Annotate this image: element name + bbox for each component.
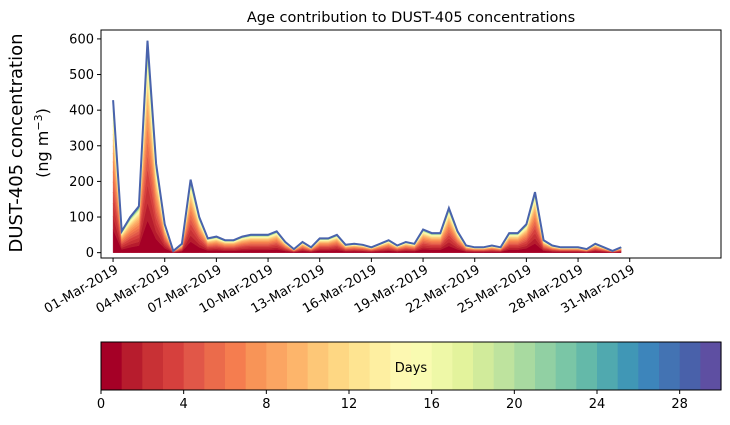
colorbar-swatch — [369, 342, 391, 390]
y-tick-label: 0 — [86, 246, 94, 261]
colorbar-frame — [100, 341, 722, 391]
colorbar-tick-label: 12 — [341, 397, 358, 412]
colorbar-swatch — [349, 342, 371, 390]
stacked-areas — [112, 40, 622, 253]
colorbar-tick-label: 0 — [97, 397, 105, 412]
colorbar-swatch — [473, 342, 495, 390]
y-tick-label: 600 — [69, 32, 94, 47]
colorbar-label: Days — [395, 361, 428, 376]
y-axis-label-exponent: −3 — [32, 114, 45, 130]
colorbar — [101, 342, 722, 390]
colorbar-tick-label: 28 — [671, 397, 688, 412]
colorbar-tick-label: 8 — [262, 397, 270, 412]
y-axis-label-unit: (ng m — [33, 131, 52, 178]
colorbar-swatch — [183, 342, 205, 390]
colorbar-swatch — [225, 342, 247, 390]
colorbar-swatch — [576, 342, 598, 390]
colorbar-swatch — [101, 342, 123, 390]
colorbar-axis: 0 4 8 12 16 20 24 28 — [97, 390, 688, 412]
colorbar-tick-label: 24 — [589, 397, 606, 412]
y-axis-label-close: ) — [33, 108, 52, 114]
colorbar-tick-label: 20 — [506, 397, 523, 412]
colorbar-swatch — [514, 342, 536, 390]
colorbar-swatch — [266, 342, 288, 390]
colorbar-swatch — [287, 342, 309, 390]
y-axis: 0 100 200 300 400 500 600 — [69, 32, 101, 261]
y-tick-label: 500 — [69, 68, 94, 83]
colorbar-swatch — [245, 342, 267, 390]
colorbar-swatch — [597, 342, 619, 390]
colorbar-swatch — [204, 342, 226, 390]
total-outline-line — [112, 40, 622, 253]
colorbar-tick-label: 4 — [180, 397, 188, 412]
colorbar-swatch — [700, 342, 722, 390]
colorbar-swatch — [307, 342, 329, 390]
colorbar-swatch — [411, 342, 433, 390]
colorbar-swatch — [555, 342, 577, 390]
x-axis: 01-Mar-201904-Mar-201907-Mar-201910-Mar-… — [42, 258, 638, 317]
colorbar-tick-label: 16 — [423, 397, 440, 412]
colorbar-swatch — [679, 342, 701, 390]
y-tick-label: 400 — [69, 104, 94, 119]
colorbar-swatch — [328, 342, 350, 390]
colorbar-swatch — [535, 342, 557, 390]
colorbar-swatch — [163, 342, 185, 390]
colorbar-swatch — [617, 342, 639, 390]
y-axis-label-line1: DUST-405 concentration — [6, 33, 27, 252]
plot-frame — [100, 29, 722, 259]
colorbar-swatch — [638, 342, 660, 390]
colorbar-swatch — [431, 342, 453, 390]
y-tick-label: 300 — [69, 139, 94, 154]
colorbar-swatch — [493, 342, 515, 390]
colorbar-swatch — [390, 342, 412, 390]
chart-title: Age contribution to DUST-405 concentrati… — [247, 10, 575, 26]
y-tick-label: 100 — [69, 211, 94, 226]
colorbar-swatch — [452, 342, 474, 390]
y-tick-label: 200 — [69, 175, 94, 190]
colorbar-swatch — [142, 342, 164, 390]
y-axis-label: DUST-405 concentration (ng m−3) — [6, 33, 52, 252]
colorbar-swatch — [121, 342, 143, 390]
colorbar-swatch — [659, 342, 681, 390]
y-axis-label-line2: (ng m−3) — [32, 108, 53, 178]
